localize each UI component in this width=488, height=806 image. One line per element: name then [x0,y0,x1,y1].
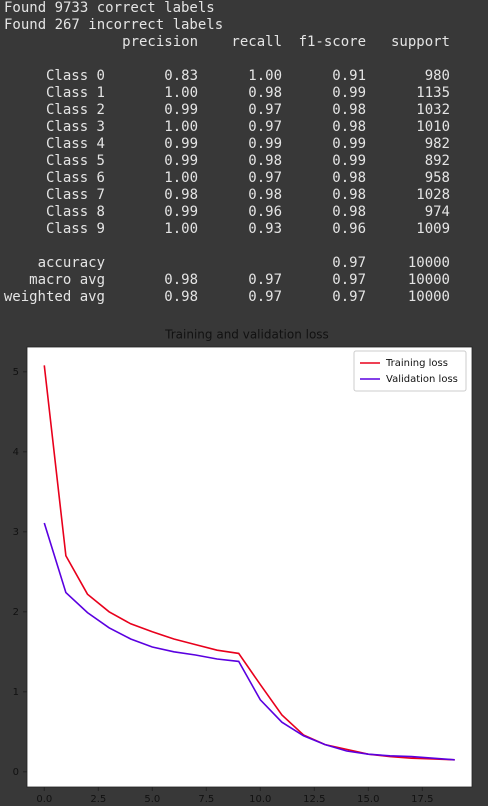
cell: 0.97 [248,272,282,288]
cell: 0.97 [332,272,366,288]
cell: 1135 [416,85,450,101]
x-tick-label: 10.0 [249,794,271,805]
cell: 0.91 [332,68,366,84]
cell: 1032 [416,102,450,118]
cell: 0.99 [332,136,366,152]
cell: 0.99 [332,85,366,101]
row-label: Class 2 [46,102,105,118]
cell: 10000 [408,289,450,305]
cell: 1.00 [164,170,198,186]
cell: 1009 [416,221,450,237]
cell: 0.99 [164,153,198,169]
cell: 0.98 [164,272,198,288]
x-tick-label: 15.0 [357,794,379,805]
row-label: Class 5 [46,153,105,169]
cell: 1010 [416,119,450,135]
cell: 980 [425,68,450,84]
row-label: Class 0 [46,68,105,84]
y-tick-label: 4 [13,447,19,458]
cell: 0.98 [248,187,282,203]
cell: 1028 [416,187,450,203]
x-tick-label: 7.5 [198,794,214,805]
legend-label: Training loss [385,358,448,369]
cell: 958 [425,170,450,186]
row-label: Class 1 [46,85,105,101]
legend-label: Validation loss [386,374,458,385]
cell: 0.97 [332,289,366,305]
cell: 0.93 [248,221,282,237]
column-header: recall [231,34,282,50]
column-header: f1-score [299,34,366,50]
cell: 0.98 [248,85,282,101]
x-tick-label: 12.5 [303,794,325,805]
cell: 0.97 [248,102,282,118]
row-label: macro avg [29,272,105,288]
cell: 1.00 [248,68,282,84]
cell: 0.98 [164,289,198,305]
cell: 974 [425,204,450,220]
cell: 0.97 [332,255,366,271]
cell: 982 [425,136,450,152]
row-label: Class 9 [46,221,105,237]
cell: 0.99 [332,153,366,169]
x-tick-label: 17.5 [411,794,433,805]
output-line: Found 267 incorrect labels [4,17,223,33]
cell: 1.00 [164,119,198,135]
row-label: Class 4 [46,136,105,152]
cell: 0.98 [248,153,282,169]
cell: 0.98 [164,187,198,203]
chart-title: Training and validation loss [164,328,329,342]
y-tick-label: 0 [13,767,19,778]
plot-area [26,346,473,788]
y-tick-label: 1 [13,687,19,698]
row-label: weighted avg [4,289,105,305]
cell: 892 [425,153,450,169]
row-label: Class 8 [46,204,105,220]
row-label: Class 7 [46,187,105,203]
x-tick-label: 0.0 [36,794,52,805]
x-tick-label: 2.5 [90,794,106,805]
output-line: Found 9733 correct labels [4,0,215,16]
cell: 0.97 [248,170,282,186]
cell: 10000 [408,272,450,288]
y-tick-label: 5 [13,367,19,378]
cell: 0.99 [248,136,282,152]
cell: 0.83 [164,68,198,84]
cell: 0.98 [332,119,366,135]
row-label: Class 6 [46,170,105,186]
cell: 0.96 [332,221,366,237]
column-header: precision [122,34,198,50]
cell: 0.98 [332,187,366,203]
row-label: accuracy [38,255,105,271]
cell: 10000 [408,255,450,271]
cell: 1.00 [164,221,198,237]
cell: 1.00 [164,85,198,101]
cell: 0.97 [248,289,282,305]
cell: 0.98 [332,204,366,220]
y-tick-label: 3 [13,527,19,538]
cell: 0.99 [164,136,198,152]
cell: 0.99 [164,102,198,118]
line-series [43,522,455,761]
cell: 0.98 [332,170,366,186]
cell: 0.96 [248,204,282,220]
x-tick-label: 5.0 [144,794,160,805]
y-tick-label: 2 [13,607,19,618]
column-header: support [391,34,450,50]
cell: 0.99 [164,204,198,220]
row-label: Class 3 [46,119,105,135]
cell: 0.98 [332,102,366,118]
legend-box [353,350,467,392]
cell: 0.97 [248,119,282,135]
